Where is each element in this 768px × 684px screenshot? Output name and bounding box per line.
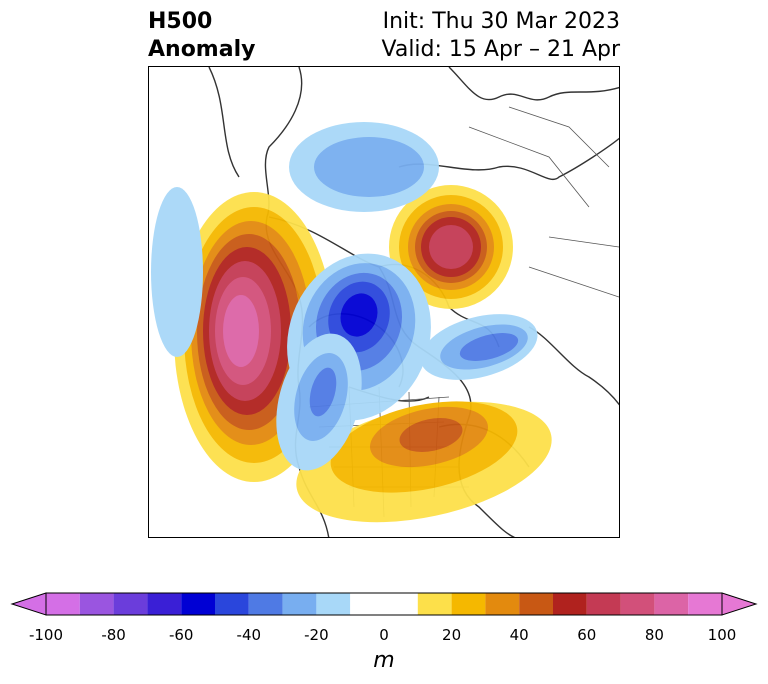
colorbar-segment — [113, 593, 148, 615]
colorbar-extend-max — [721, 592, 758, 616]
colorbar-segment — [688, 593, 722, 615]
colorbar-tick-label: 100 — [707, 626, 737, 644]
colorbar-segment — [620, 593, 655, 615]
anomaly-map — [151, 67, 619, 537]
valid-range: Valid: 15 Apr – 21 Apr — [381, 37, 621, 62]
colorbar-tick-label: -100 — [28, 626, 64, 644]
map-title-right: Init: Thu 30 Mar 2023 Valid: 15 Apr – 21… — [382, 8, 621, 64]
colorbar-tick-label: 60 — [577, 626, 597, 644]
colorbar-unit-label: m — [373, 648, 395, 673]
anomaly-fill — [151, 122, 552, 523]
colorbar-segment — [519, 593, 553, 615]
colorbar-segment — [79, 593, 114, 615]
colorbar-extend-min — [10, 592, 47, 616]
map-title-left: H500 Anomaly — [148, 8, 255, 64]
colorbar-tick-label: -20 — [304, 626, 329, 644]
colorbar-segment — [181, 593, 215, 615]
colorbar-tick-label: 20 — [442, 626, 462, 644]
colorbar-segment — [46, 593, 80, 615]
init-date: Init: Thu 30 Mar 2023 — [382, 9, 620, 34]
colorbar-tick-label: -80 — [101, 626, 126, 644]
colorbar-tick-label: -60 — [168, 626, 194, 644]
colorbar-segment — [282, 593, 317, 615]
colorbar-tick-label: 80 — [644, 626, 664, 644]
colorbar-outline — [45, 592, 723, 616]
colorbar-segment — [147, 593, 182, 615]
colorbar-segment — [451, 593, 486, 615]
colorbar — [10, 592, 758, 616]
colorbar-segment — [586, 593, 621, 615]
title-field: Anomaly — [148, 37, 256, 62]
colorbar-segment — [417, 593, 452, 615]
colorbar-tick-label: 0 — [379, 626, 389, 644]
title-variable: H500 — [148, 9, 213, 34]
colorbar-segment — [248, 593, 283, 615]
colorbar-segment — [350, 593, 418, 615]
colorbar-segment — [316, 593, 351, 615]
colorbar-segment — [485, 593, 520, 615]
colorbar-segment — [553, 593, 587, 615]
colorbar-tick-label: 40 — [509, 626, 529, 644]
colorbar-segment — [654, 593, 689, 615]
colorbar-tick-label: -40 — [236, 626, 262, 644]
colorbar-segment — [215, 593, 249, 615]
map-panel — [148, 66, 620, 538]
colorbar-ticks: -100 -80 -60 -40 -20 0 20 40 60 80 100 — [0, 626, 768, 646]
